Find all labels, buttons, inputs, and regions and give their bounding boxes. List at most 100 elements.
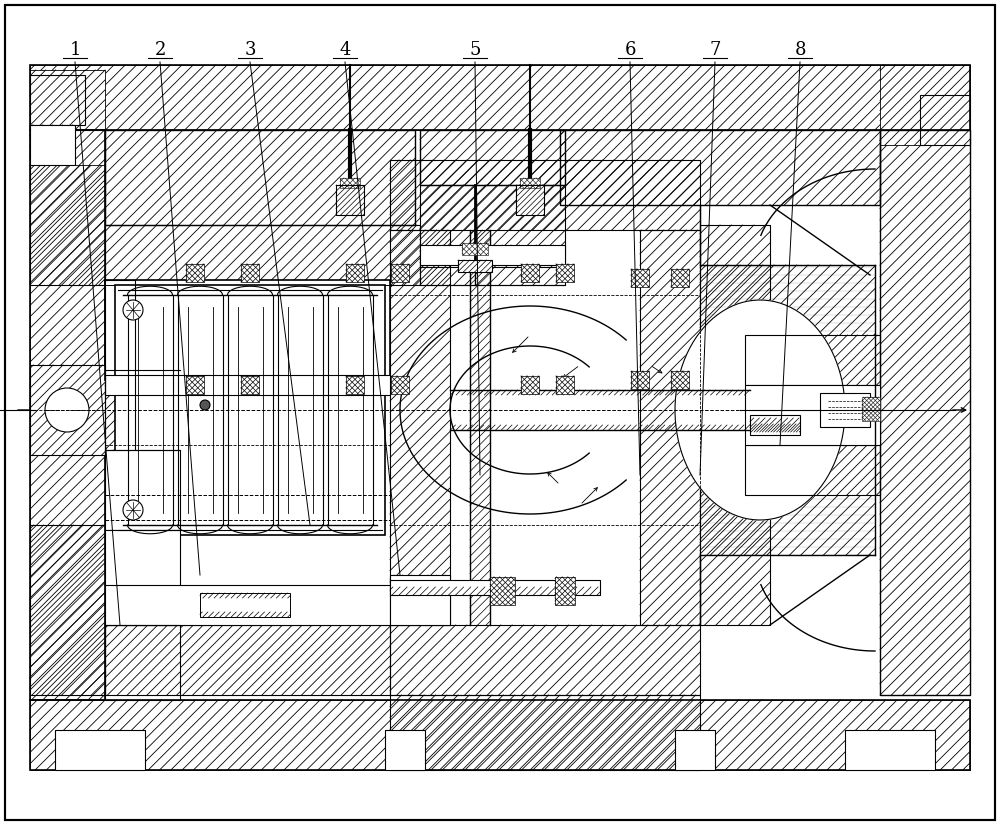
Bar: [105, 625, 180, 695]
Bar: [490, 577, 515, 605]
Bar: [336, 185, 364, 215]
Bar: [745, 335, 880, 385]
Text: 2: 2: [154, 41, 166, 59]
Bar: [115, 285, 385, 535]
Bar: [521, 376, 539, 394]
Bar: [30, 125, 75, 165]
Bar: [390, 695, 700, 770]
Circle shape: [45, 388, 89, 432]
Bar: [671, 371, 689, 389]
Bar: [391, 376, 409, 394]
Bar: [390, 230, 450, 625]
Bar: [30, 365, 105, 455]
Bar: [105, 280, 390, 380]
Bar: [336, 185, 364, 215]
Bar: [845, 730, 935, 770]
Bar: [390, 160, 700, 230]
Bar: [700, 225, 770, 625]
Bar: [390, 575, 450, 625]
Bar: [105, 130, 415, 225]
Bar: [420, 185, 565, 285]
Bar: [420, 130, 565, 185]
Bar: [390, 160, 700, 230]
Circle shape: [123, 300, 143, 320]
Bar: [862, 397, 880, 421]
Bar: [631, 269, 649, 287]
Bar: [880, 65, 970, 145]
Bar: [390, 230, 450, 625]
Bar: [560, 130, 880, 205]
Bar: [105, 280, 135, 530]
Bar: [105, 375, 390, 395]
Bar: [105, 280, 135, 530]
Bar: [30, 130, 105, 700]
Circle shape: [123, 500, 143, 520]
Bar: [631, 371, 649, 389]
Bar: [105, 585, 390, 625]
Bar: [671, 269, 689, 287]
Text: 5: 5: [469, 41, 481, 59]
Bar: [458, 260, 492, 272]
Polygon shape: [675, 300, 845, 520]
Bar: [105, 625, 390, 695]
Bar: [390, 695, 700, 770]
Bar: [745, 445, 880, 495]
Bar: [346, 264, 364, 282]
Bar: [105, 285, 390, 375]
Bar: [30, 75, 85, 125]
Bar: [745, 335, 880, 385]
Bar: [30, 65, 970, 130]
Bar: [420, 130, 565, 185]
Bar: [30, 70, 105, 165]
Text: 8: 8: [794, 41, 806, 59]
Bar: [241, 264, 259, 282]
Bar: [30, 65, 970, 130]
Bar: [346, 376, 364, 394]
Bar: [30, 130, 105, 700]
Bar: [385, 730, 425, 770]
Bar: [880, 130, 970, 695]
Bar: [30, 365, 105, 455]
Bar: [462, 243, 488, 255]
Bar: [390, 625, 700, 695]
Bar: [420, 185, 565, 285]
Bar: [30, 700, 970, 770]
Bar: [555, 577, 575, 605]
Bar: [105, 130, 415, 225]
Bar: [241, 376, 259, 394]
Text: 3: 3: [244, 41, 256, 59]
Circle shape: [200, 400, 210, 410]
Bar: [420, 245, 565, 265]
Bar: [390, 580, 600, 595]
Bar: [105, 530, 180, 625]
Bar: [340, 178, 360, 188]
Bar: [556, 264, 574, 282]
Bar: [30, 130, 105, 285]
Bar: [186, 264, 204, 282]
Bar: [745, 445, 880, 495]
Bar: [105, 625, 180, 700]
Text: 7: 7: [709, 41, 721, 59]
Text: 4: 4: [339, 41, 351, 59]
Bar: [200, 593, 290, 617]
Text: 6: 6: [624, 41, 636, 59]
Bar: [105, 625, 390, 695]
Bar: [30, 525, 105, 695]
Bar: [105, 450, 180, 530]
Bar: [521, 264, 539, 282]
Bar: [516, 185, 544, 215]
Bar: [880, 130, 970, 695]
Bar: [390, 625, 700, 695]
Bar: [700, 225, 770, 625]
Text: 1: 1: [69, 41, 81, 59]
Bar: [391, 264, 409, 282]
Bar: [556, 376, 574, 394]
Bar: [820, 393, 870, 427]
Bar: [750, 415, 800, 435]
Bar: [675, 730, 715, 770]
Bar: [560, 130, 880, 205]
Bar: [520, 178, 540, 188]
Bar: [55, 730, 145, 770]
Bar: [30, 525, 105, 695]
Bar: [30, 700, 970, 770]
